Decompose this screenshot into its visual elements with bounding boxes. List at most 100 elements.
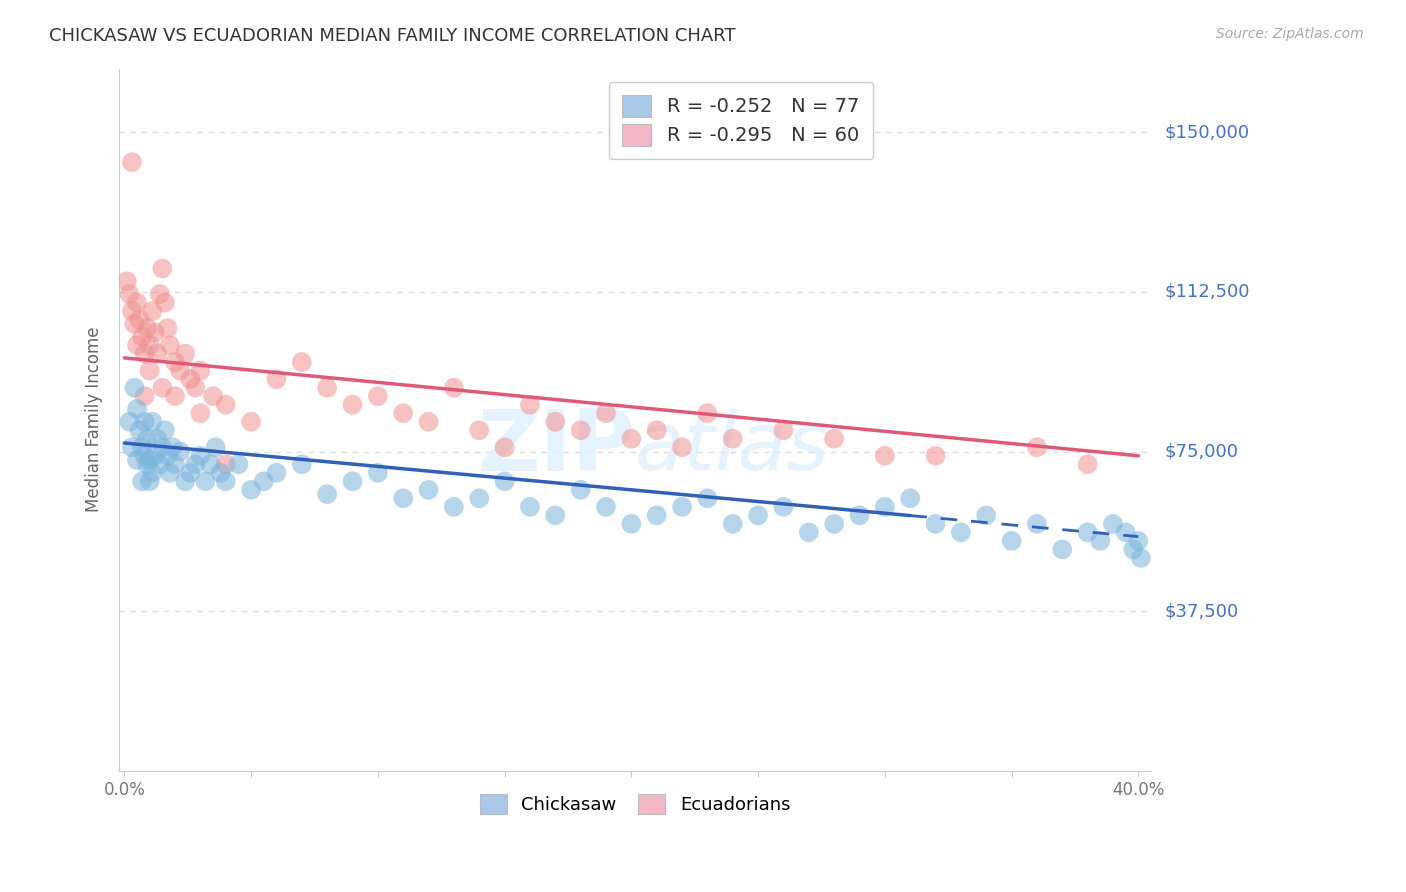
Point [316,487,339,501]
Point [974,508,997,523]
Text: $112,500: $112,500 [1166,283,1250,301]
Point [115,274,138,288]
Point [184,381,207,395]
Point [1026,440,1049,454]
Point [125,401,148,416]
Point [179,466,201,480]
Point [924,516,946,531]
Point [143,326,166,340]
Point [823,432,845,446]
Point [200,458,222,472]
Point [443,381,465,395]
Point [162,440,184,454]
Point [671,500,693,514]
Point [772,423,794,437]
Point [131,475,153,489]
Legend: Chickasaw, Ecuadorians: Chickasaw, Ecuadorians [470,783,801,825]
Point [215,475,238,489]
Point [418,415,440,429]
Point [121,155,143,169]
Point [134,449,156,463]
Point [645,508,668,523]
Point [418,483,440,497]
Point [1102,516,1125,531]
Point [494,440,516,454]
Point [848,508,870,523]
Point [240,415,263,429]
Point [1122,542,1144,557]
Text: CHICKASAW VS ECUADORIAN MEDIAN FAMILY INCOME CORRELATION CHART: CHICKASAW VS ECUADORIAN MEDIAN FAMILY IN… [49,27,735,45]
Point [131,329,153,343]
Point [163,389,186,403]
Point [671,440,693,454]
Point [124,317,146,331]
Point [150,261,173,276]
Point [128,423,150,437]
Point [138,364,160,378]
Point [645,423,668,437]
Point [291,355,314,369]
Point [118,415,141,429]
Point [1026,516,1049,531]
Point [215,398,238,412]
Point [721,432,744,446]
Point [367,466,389,480]
Point [747,508,769,523]
Point [620,432,643,446]
Text: $75,000: $75,000 [1166,442,1239,460]
Point [159,338,181,352]
Point [169,444,191,458]
Point [138,338,160,352]
Text: $150,000: $150,000 [1166,123,1250,141]
Point [125,295,148,310]
Point [128,312,150,326]
Point [544,415,567,429]
Point [392,491,415,506]
Point [118,287,141,301]
Point [204,440,226,454]
Point [149,458,172,472]
Point [150,440,173,454]
Point [240,483,263,497]
Point [143,449,166,463]
Point [620,516,643,531]
Point [138,475,160,489]
Point [163,355,186,369]
Point [190,364,212,378]
Text: $37,500: $37,500 [1166,602,1239,620]
Point [150,381,173,395]
Point [156,321,179,335]
Point [519,500,541,514]
Point [136,432,159,446]
Point [141,415,163,429]
Point [253,475,276,489]
Point [569,423,592,437]
Point [696,406,718,420]
Point [291,458,314,472]
Point [468,491,491,506]
Point [797,525,820,540]
Point [772,500,794,514]
Point [1129,550,1152,565]
Point [443,500,465,514]
Point [342,475,364,489]
Point [146,432,169,446]
Point [190,449,212,463]
Point [159,466,181,480]
Point [174,475,197,489]
Point [125,453,148,467]
Point [131,440,153,454]
Point [468,423,491,437]
Text: atlas: atlas [636,409,830,487]
Point [721,516,744,531]
Point [316,381,339,395]
Point [367,389,389,403]
Point [228,458,250,472]
Point [1090,533,1112,548]
Point [184,458,207,472]
Point [1000,533,1022,548]
Point [134,346,156,360]
Point [519,398,541,412]
Point [163,458,186,472]
Y-axis label: Median Family Income: Median Family Income [86,326,103,512]
